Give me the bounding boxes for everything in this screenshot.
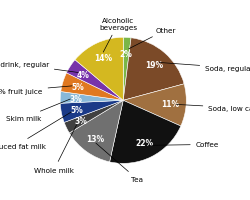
Text: Tea: Tea [96, 143, 142, 182]
Text: 4%: 4% [77, 71, 90, 80]
Wedge shape [60, 92, 123, 104]
Text: 100% fruit juice: 100% fruit juice [0, 86, 72, 94]
Text: Soda, low calorie: Soda, low calorie [176, 105, 250, 111]
Text: 13%: 13% [86, 135, 104, 144]
Text: 11%: 11% [161, 100, 179, 109]
Text: Coffee: Coffee [148, 142, 218, 148]
Text: 2%: 2% [119, 49, 132, 58]
Text: Soda, regular: Soda, regular [158, 63, 250, 71]
Text: 19%: 19% [144, 61, 163, 70]
Text: Whole milk: Whole milk [34, 125, 76, 173]
Wedge shape [66, 60, 123, 101]
Wedge shape [109, 101, 180, 164]
Text: Other: Other [128, 28, 176, 49]
Text: Skim milk: Skim milk [6, 100, 70, 121]
Text: 14%: 14% [94, 54, 112, 63]
Wedge shape [60, 73, 123, 101]
Wedge shape [123, 39, 183, 101]
Wedge shape [75, 38, 123, 101]
Text: 22%: 22% [135, 138, 153, 147]
Text: Reduced fat milk: Reduced fat milk [0, 112, 71, 149]
Wedge shape [64, 101, 123, 133]
Wedge shape [123, 84, 186, 126]
Text: 5%: 5% [71, 83, 84, 92]
Text: 3%: 3% [69, 94, 82, 103]
Text: Alcoholic
beverages: Alcoholic beverages [99, 18, 137, 53]
Text: 5%: 5% [70, 106, 83, 115]
Text: 3%: 3% [74, 117, 87, 126]
Wedge shape [123, 38, 130, 101]
Text: Fruit drink, regular: Fruit drink, regular [0, 61, 78, 73]
Wedge shape [60, 101, 123, 123]
Wedge shape [69, 101, 123, 162]
